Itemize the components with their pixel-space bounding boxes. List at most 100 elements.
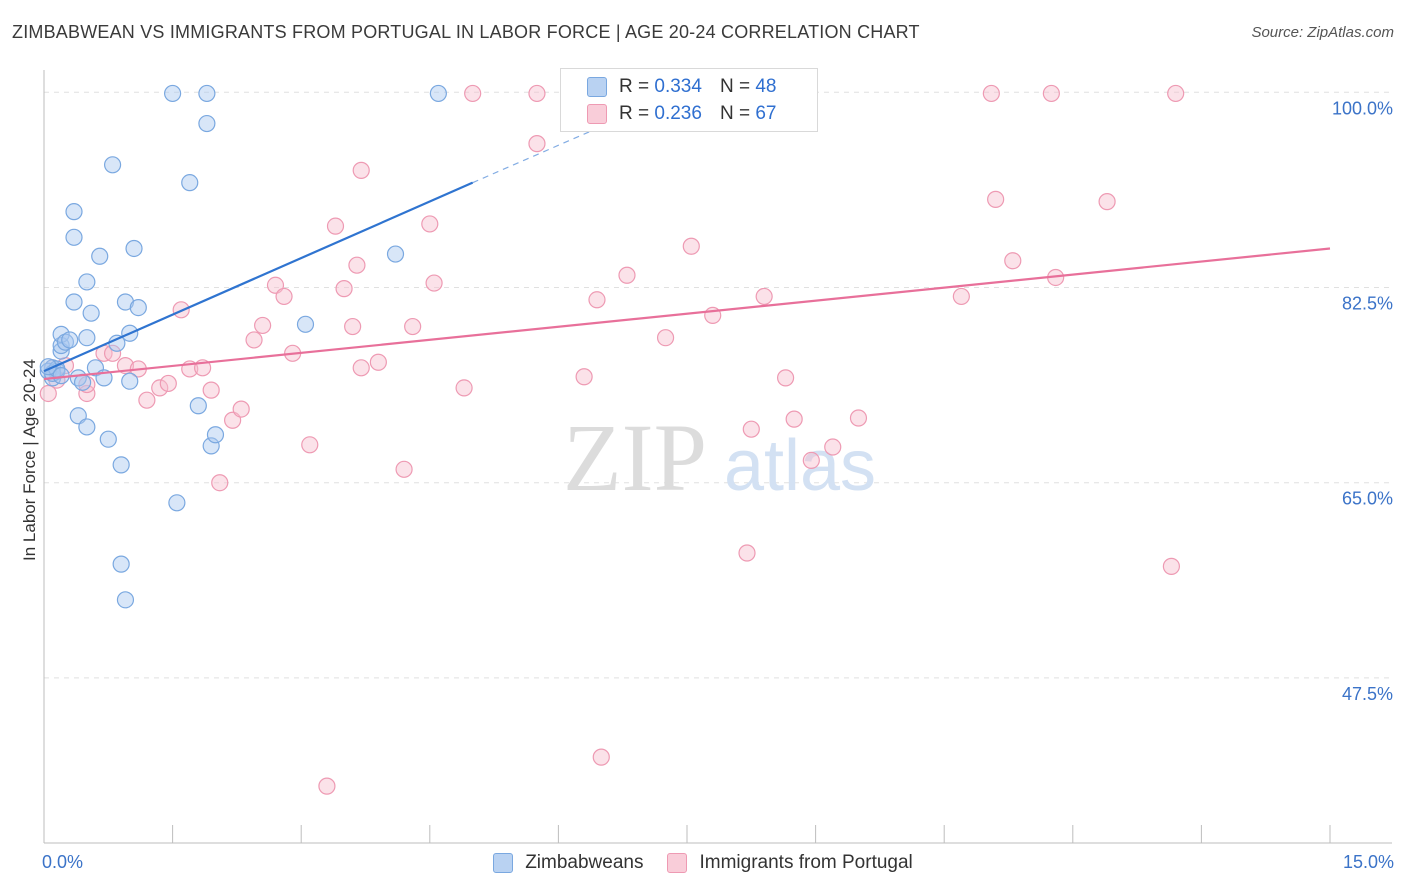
legend-r-value: 0.236 (654, 103, 702, 124)
data-point-zimbabwean (61, 331, 79, 349)
trend-line-zimbabwean (43, 181, 474, 373)
y-tick-label: 65.0% (1342, 489, 1393, 509)
legend-n-value: 48 (755, 76, 777, 97)
legend-n-label: N = (719, 103, 751, 124)
data-point-portugal (618, 266, 636, 284)
legend-swatch-blue (493, 853, 514, 873)
legend-swatch-blue (587, 77, 607, 97)
data-point-portugal (326, 217, 345, 235)
legend-row-portugal: R = 0.236 N = 67 (587, 103, 776, 125)
legend-n-value: 67 (755, 103, 777, 124)
data-point-portugal (742, 420, 760, 438)
data-point-zimbabwean (78, 273, 96, 291)
data-point-portugal (776, 369, 795, 387)
legend-r-label: R = (619, 103, 650, 124)
data-point-portugal (78, 384, 96, 403)
data-point-zimbabwean (129, 298, 147, 317)
data-point-zimbabwean (78, 329, 96, 347)
data-point-portugal (755, 287, 773, 306)
data-point-zimbabwean (168, 494, 186, 512)
data-point-portugal (404, 317, 422, 336)
legend-swatch-pink (587, 104, 607, 124)
data-point-portugal (202, 381, 220, 399)
data-point-zimbabwean (99, 430, 117, 448)
data-point-portugal (656, 329, 675, 347)
data-point-zimbabwean (52, 325, 70, 343)
data-point-zimbabwean (164, 84, 182, 103)
data-point-portugal (425, 274, 443, 292)
legend-r-label: R = (619, 76, 650, 97)
legend-row-zimbabwean: R = 0.334 N = 48 (587, 76, 776, 98)
data-point-portugal (159, 374, 177, 393)
data-point-portugal (528, 84, 546, 103)
data-point-portugal (335, 280, 353, 298)
y-tick-label: 100.0% (1332, 98, 1393, 118)
data-point-portugal (588, 291, 606, 309)
data-point-zimbabwean (103, 156, 122, 174)
data-point-portugal (785, 410, 803, 428)
data-point-portugal (421, 215, 439, 233)
data-point-zimbabwean (65, 228, 83, 246)
data-point-portugal (39, 384, 57, 403)
legend-r-value: 0.334 (654, 76, 702, 97)
data-point-portugal (103, 344, 122, 362)
data-point-portugal (352, 359, 370, 377)
data-point-portugal (952, 287, 970, 306)
x-tick-max: 15.0% (1342, 852, 1394, 872)
data-point-zimbabwean (116, 293, 135, 311)
data-point-portugal (1042, 84, 1060, 103)
data-point-portugal (348, 256, 366, 274)
data-point-zimbabwean (181, 174, 199, 192)
source-label: Source: ZipAtlas.com (1251, 24, 1394, 41)
data-point-portugal (352, 161, 370, 179)
y-axis-label: In Labor Force | Age 20-24 (20, 359, 39, 561)
data-point-zimbabwean (91, 247, 109, 265)
data-point-portugal (455, 379, 473, 397)
series-portugal-points (39, 84, 1185, 795)
data-point-portugal (575, 368, 593, 386)
x-tick-min: 0.0% (42, 852, 84, 872)
data-point-portugal (369, 353, 387, 371)
data-point-portugal (738, 544, 756, 562)
data-point-portugal (232, 400, 250, 418)
data-point-portugal (245, 331, 263, 349)
data-point-portugal (802, 451, 820, 470)
series-legend: Zimbabweans Immigrants from Portugal (0, 852, 1406, 874)
legend-label-portugal: Immigrants from Portugal (699, 852, 913, 873)
data-point-zimbabwean (65, 203, 83, 221)
data-point-portugal (528, 135, 546, 153)
data-point-portugal (395, 460, 413, 478)
watermark-zip: ZIP (563, 404, 707, 511)
data-point-portugal (1004, 252, 1022, 270)
data-point-portugal (211, 474, 229, 492)
y-tick-label: 47.5% (1342, 684, 1393, 704)
trend-line-portugal (43, 247, 1331, 381)
data-point-portugal (682, 237, 700, 255)
data-point-zimbabwean (125, 239, 143, 258)
data-point-zimbabwean (386, 245, 405, 263)
data-point-zimbabwean (429, 84, 447, 103)
data-point-portugal (344, 317, 362, 336)
data-point-zimbabwean (296, 315, 315, 333)
data-point-zimbabwean (198, 114, 216, 133)
data-point-portugal (1167, 84, 1185, 103)
data-point-zimbabwean (121, 372, 139, 390)
legend-label-zimbabweans: Zimbabweans (525, 852, 644, 873)
data-point-zimbabwean (189, 397, 207, 415)
data-point-portugal (824, 438, 842, 456)
axes (43, 70, 1392, 844)
data-point-portugal (151, 379, 169, 397)
data-point-portugal (982, 84, 1000, 103)
chart-title: ZIMBABWEAN VS IMMIGRANTS FROM PORTUGAL I… (12, 22, 920, 42)
y-tick-label: 82.5% (1342, 294, 1393, 314)
watermark: ZIP atlas (563, 404, 876, 511)
data-point-zimbabwean (202, 437, 220, 455)
data-point-zimbabwean (198, 84, 216, 103)
data-point-zimbabwean (82, 304, 100, 322)
data-point-zimbabwean (112, 456, 130, 474)
data-point-portugal (138, 391, 156, 409)
data-point-portugal (592, 748, 610, 766)
data-point-portugal (275, 287, 293, 306)
data-point-portugal (849, 409, 868, 427)
